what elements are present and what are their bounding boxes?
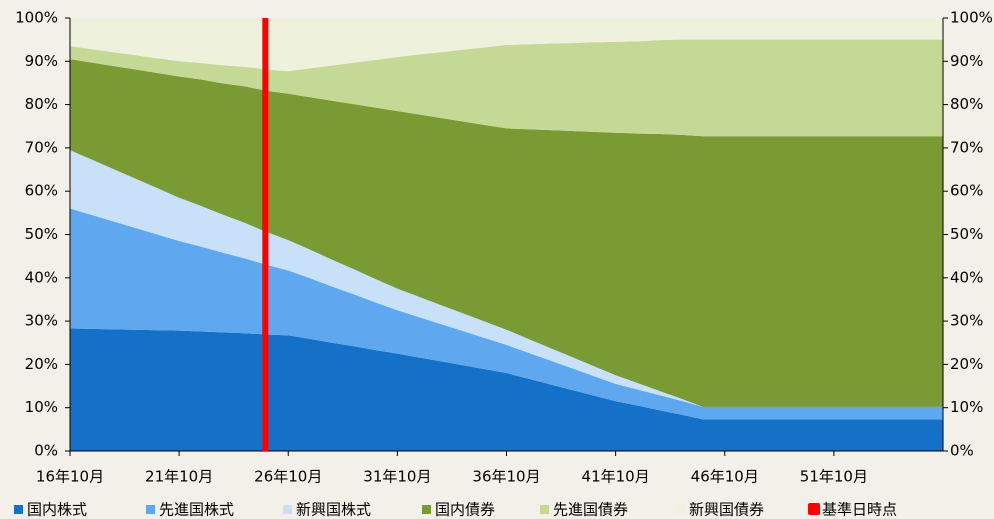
x-tick-label: 31年10月 (363, 468, 431, 486)
legend-label: 新興国株式 (296, 501, 371, 519)
y-tick-label: 70% (25, 138, 58, 156)
legend-swatch (14, 505, 23, 514)
area (70, 328, 943, 451)
y2-tick-label: 0% (950, 442, 974, 460)
x-tick-label: 36年10月 (472, 468, 540, 486)
legend-swatch (676, 505, 685, 514)
y2-tick-label: 10% (950, 398, 983, 416)
legend-label: 先進国債券 (553, 501, 628, 519)
area (70, 18, 943, 72)
legend-label: 国内株式 (27, 501, 87, 519)
x-tick-label: 21年10月 (145, 468, 213, 486)
legend-swatch (808, 503, 820, 515)
area (70, 208, 943, 420)
y-tick-label: 40% (25, 268, 58, 286)
y2-tick-label: 40% (950, 268, 983, 286)
legend-swatch (146, 505, 155, 514)
y-tick-label: 0% (34, 442, 58, 460)
y-tick-label: 90% (25, 52, 58, 70)
area (70, 39, 943, 137)
y2-tick-label: 60% (950, 182, 983, 200)
legend-swatch (540, 505, 549, 514)
y2-tick-label: 80% (950, 95, 983, 113)
y-tick-label: 10% (25, 398, 58, 416)
legend-label: 基準日時点 (822, 501, 897, 519)
x-tick-label: 51年10月 (800, 468, 868, 486)
legend-label: 新興国債券 (689, 501, 764, 519)
y2-tick-label: 90% (950, 52, 983, 70)
legend-label: 国内債券 (435, 501, 495, 519)
y-tick-label: 20% (25, 355, 58, 373)
y2-tick-label: 30% (950, 312, 983, 330)
x-tick-label: 41年10月 (582, 468, 650, 486)
y-tick-label: 30% (25, 312, 58, 330)
y-tick-label: 80% (25, 95, 58, 113)
y2-tick-label: 20% (950, 355, 983, 373)
legend-label: 先進国株式 (159, 501, 234, 519)
y-tick-label: 50% (25, 225, 58, 243)
legend-swatch (422, 505, 431, 514)
y2-tick-label: 100% (950, 9, 993, 27)
legend-swatch (283, 505, 292, 514)
area (70, 59, 943, 407)
x-tick-label: 46年10月 (691, 468, 759, 486)
y2-tick-label: 70% (950, 138, 983, 156)
y-tick-label: 60% (25, 182, 58, 200)
y-tick-label: 100% (15, 9, 58, 27)
y2-tick-label: 50% (950, 225, 983, 243)
x-tick-label: 16年10月 (36, 468, 104, 486)
x-tick-label: 26年10月 (254, 468, 322, 486)
